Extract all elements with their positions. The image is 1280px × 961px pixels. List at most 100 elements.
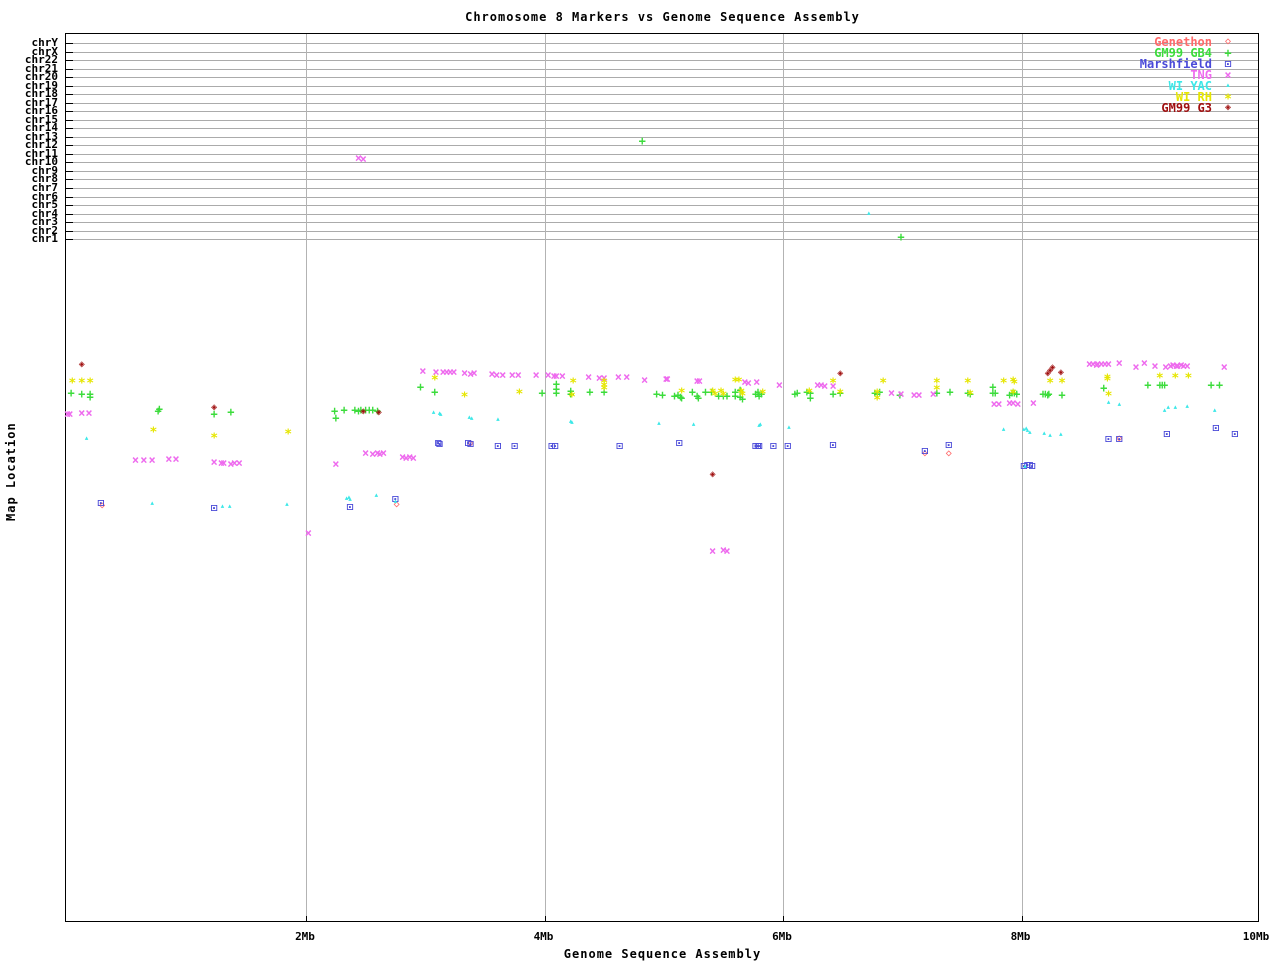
chromosome-gridline	[66, 170, 1258, 172]
tng-marker: ×	[406, 450, 414, 464]
wi-rh-legend-marker-icon: ∗	[1224, 89, 1232, 105]
gm99-g3-legend-marker-icon: ◈	[1224, 102, 1232, 113]
gm99-gb4-marker: +	[351, 403, 359, 417]
chromosome-label: chr17	[24, 95, 58, 109]
wi-yac-marker: ▴	[343, 493, 350, 504]
wi-yac-marker: ▴	[392, 496, 399, 507]
gm99-gb4-marker: +	[678, 391, 686, 405]
legend-label-wi-rh: WI RH	[1175, 90, 1212, 104]
tng-marker: ×	[693, 374, 701, 388]
gm99-g3-marker: ◈	[1057, 367, 1064, 378]
wi-yac-marker: ▴	[83, 433, 90, 444]
chromosome-tick	[66, 222, 73, 224]
gm99-gb4-marker: +	[707, 385, 716, 399]
tng-marker: ×	[1140, 356, 1148, 370]
tng-legend-marker-icon: ×	[1224, 68, 1232, 82]
wi-rh-marker: ∗	[1103, 371, 1112, 387]
marshfield-marker: ⊡	[1115, 432, 1123, 446]
wi-yac-marker: ▴	[656, 418, 662, 429]
gm99-gb4-marker: +	[676, 390, 685, 404]
gm99-gb4-marker: +	[1005, 388, 1014, 402]
gm99-gb4-marker: +	[552, 382, 561, 396]
wi-rh-marker: ∗	[568, 387, 576, 403]
chromosome-tick	[66, 213, 73, 215]
tng-marker: ×	[709, 544, 717, 558]
tng-marker: ×	[359, 152, 367, 166]
chromosome-label: chr7	[31, 181, 59, 194]
gm99-gb4-marker: +	[836, 386, 844, 400]
wi-rh-marker: ∗	[284, 424, 293, 440]
chromosome-label: chr13	[24, 129, 58, 143]
chromosome-label: chr11	[24, 146, 58, 160]
gm99-gb4-marker: +	[431, 385, 439, 399]
marshfield-marker: ⊡	[97, 496, 105, 510]
marshfield-marker: ⊡	[755, 439, 763, 453]
wi-rh-marker: ∗	[734, 372, 743, 388]
tng-marker: ×	[1089, 357, 1097, 371]
chromosome-tick	[66, 145, 73, 147]
wi-yac-marker: ▴	[430, 407, 437, 418]
tng-marker: ×	[532, 368, 540, 382]
chromosome-gridline	[66, 43, 1258, 44]
gm99-gb4-marker: +	[738, 392, 747, 406]
wi-yac-marker: ▴	[569, 417, 575, 428]
gm99-gb4-marker: +	[369, 403, 377, 417]
chromosome-gridline	[66, 188, 1258, 189]
gm99-gb4-marker: +	[896, 388, 904, 402]
tng-marker: ×	[614, 370, 623, 384]
gm99-gb4-marker: +	[694, 391, 702, 405]
marshfield-marker: ⊡	[511, 439, 518, 453]
gm99-gb4-marker: +	[1058, 388, 1066, 402]
gm99-gb4-marker: +	[362, 403, 370, 417]
tng-marker: ×	[432, 365, 440, 379]
marshfield-marker: ⊡	[784, 439, 792, 453]
wi-rh-marker: ∗	[1155, 368, 1164, 384]
tng-marker: ×	[1180, 359, 1188, 373]
chromosome-gridline	[66, 85, 1258, 87]
chromosome-tick	[66, 60, 73, 62]
gm99-gb4-marker: +	[210, 407, 218, 421]
marshfield-marker: ⊡	[1212, 421, 1220, 435]
chromosome-label: chr18	[24, 87, 58, 101]
wi-rh-marker: ∗	[717, 383, 725, 399]
chromosome-label: chr15	[24, 112, 58, 126]
chromosome-gridline	[66, 102, 1258, 104]
marshfield-marker: ⊡	[548, 439, 555, 453]
tng-marker: ×	[1169, 358, 1177, 372]
legend-label-genethon: Genethon	[1154, 35, 1212, 49]
gm99-gb4-marker: +	[751, 387, 760, 401]
tng-marker: ×	[443, 365, 451, 379]
chromosome-label: chr22	[24, 53, 58, 67]
tng-marker: ×	[915, 388, 923, 402]
tng-marker: ×	[227, 457, 235, 471]
chromosome-label: chr5	[31, 198, 59, 212]
chromosome-label: chr2	[31, 223, 59, 237]
genethon-marker: ◇	[921, 448, 928, 459]
chromosome-tick	[66, 85, 73, 87]
genethon-legend-marker-icon: ◇	[1224, 36, 1232, 47]
tng-marker: ×	[695, 374, 704, 388]
marshfield-marker: ⊡	[1024, 458, 1031, 472]
wi-yac-marker: ▴	[495, 414, 501, 425]
tng-marker: ×	[63, 407, 72, 421]
gm99-g3-marker: ◈	[1047, 365, 1054, 376]
marshfield-marker: ⊡	[436, 437, 443, 451]
wi-yac-marker: ▴	[149, 498, 155, 509]
wi-yac-legend-marker-icon: ▴	[1225, 80, 1231, 91]
gm99-gb4-marker: +	[1160, 378, 1169, 392]
wi-yac-marker: ▴	[786, 422, 792, 433]
marshfield-marker: ⊡	[1026, 458, 1034, 472]
tng-marker: ×	[595, 371, 603, 385]
gm99-g3-marker: ◈	[78, 359, 85, 370]
tng-marker: ×	[332, 457, 340, 471]
wi-rh-marker: ∗	[1171, 368, 1180, 384]
chromosome-label: chr12	[24, 138, 58, 152]
tng-marker: ×	[1166, 359, 1175, 373]
chromosome-label: chr10	[24, 155, 58, 169]
x-gridline	[1021, 34, 1023, 921]
marshfield-marker: ⊡	[1105, 432, 1112, 446]
chromosome-gridline	[66, 128, 1258, 130]
gm99-gb4-marker: +	[1008, 386, 1016, 400]
wi-yac-marker: ▴	[1165, 402, 1171, 413]
genethon-marker: ◇	[99, 500, 106, 511]
